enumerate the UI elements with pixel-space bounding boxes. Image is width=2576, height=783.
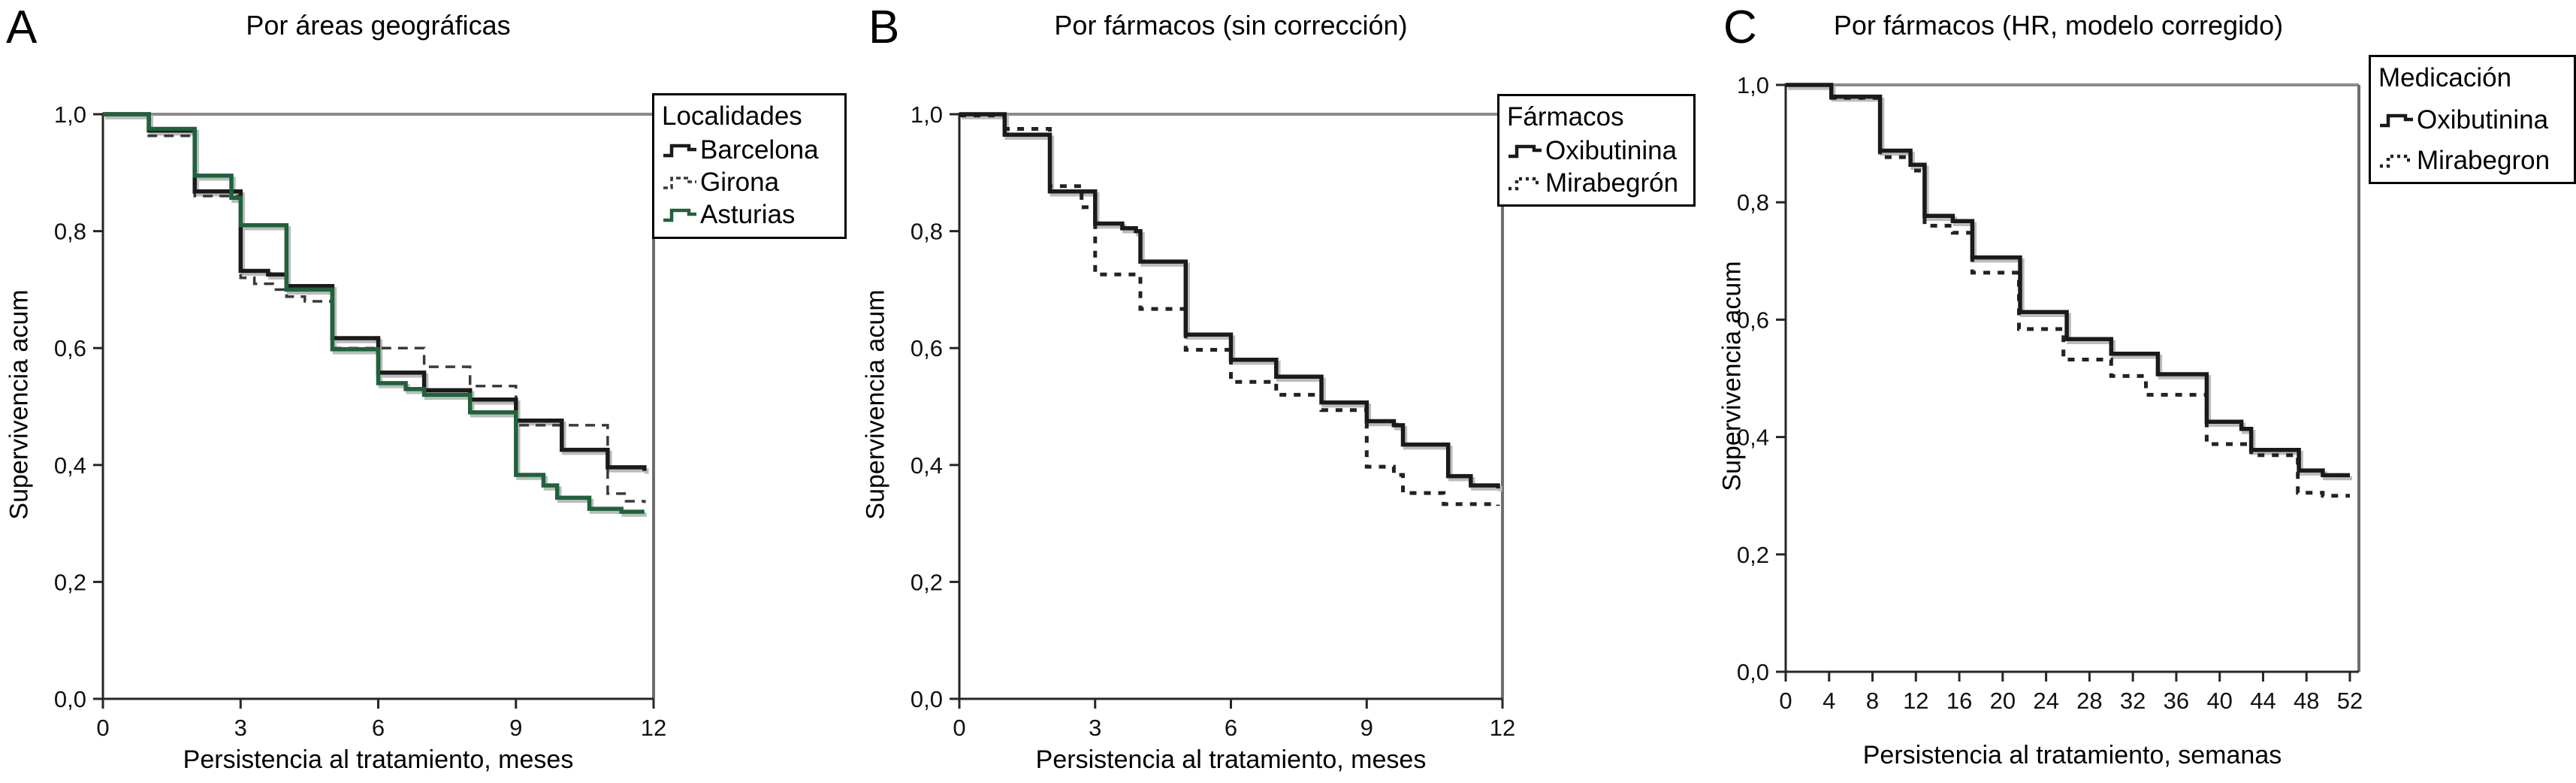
legend-item-label: Barcelona — [700, 135, 819, 165]
x-tick-label: 24 — [2033, 688, 2058, 714]
y-tick-label: 0,8 — [54, 219, 86, 245]
y-tick-label: 0,4 — [54, 452, 86, 479]
legend-localidades: Localidades Barcelona Girona Asturias — [652, 93, 847, 239]
legend-item-label: Oxibutinina — [2417, 104, 2549, 135]
x-tick-label: 28 — [2076, 688, 2102, 714]
dotted-step-line-icon — [2380, 154, 2413, 168]
legend-item-girona: Girona — [662, 168, 838, 198]
x-tick-label: 4 — [1823, 688, 1835, 714]
legend-item-mirabegron: Mirabegron — [2378, 146, 2568, 176]
panel-a-title: Por áreas geográficas — [246, 10, 511, 41]
x-tick-label: 9 — [509, 715, 522, 741]
x-tick-label: 32 — [2120, 688, 2146, 714]
x-tick-label: 3 — [1089, 715, 1101, 741]
y-tick-label: 0,0 — [54, 686, 86, 712]
x-tick-label: 0 — [953, 715, 965, 741]
x-tick-label: 0 — [1779, 688, 1792, 714]
x-tick-label: 6 — [1225, 715, 1237, 741]
y-tick-label: 0,0 — [911, 686, 943, 712]
x-tick-label: 8 — [1866, 688, 1879, 714]
y-tick-label: 1,0 — [1737, 72, 1769, 98]
y-tick-label: 0,4 — [1737, 425, 1769, 451]
legend-item-label: Girona — [700, 168, 780, 197]
y-tick-label: 0,2 — [1737, 542, 1769, 568]
series-barcelona — [103, 112, 647, 471]
y-tick-label: 0,8 — [911, 219, 943, 245]
series-asturias — [103, 112, 645, 514]
panel-a-ylabel: Supervivencia acum — [5, 289, 34, 520]
y-tick-label: 0,8 — [1737, 189, 1769, 216]
y-tick-label: 0,6 — [911, 335, 943, 361]
panel-letter-a: A — [6, 2, 38, 53]
legend-title: Fármacos — [1507, 102, 1624, 132]
x-tick-label: 48 — [2294, 688, 2319, 714]
y-tick-label: 1,0 — [911, 101, 943, 128]
legend-item-asturias: Asturias — [662, 200, 838, 230]
panel-c-xlabel: Persistencia al tratamiento, semanas — [1862, 741, 2282, 769]
x-tick-label: 44 — [2250, 688, 2276, 714]
x-tick-label: 0 — [96, 715, 109, 741]
legend-item-label: Oxibutinina — [1545, 135, 1678, 165]
legend-item-label: Mirabegrón — [1545, 168, 1679, 198]
x-tick-label: 12 — [1490, 715, 1515, 741]
x-tick-label: 36 — [2164, 688, 2189, 714]
legend-title: Medicación — [2378, 63, 2512, 92]
panel-b-title: Por fármacos (sin corrección) — [1054, 10, 1408, 41]
legend-item-mirabegron: Mirabegrón — [1507, 168, 1687, 198]
panel-a-xlabel: Persistencia al tratamiento, meses — [183, 745, 574, 774]
panel-b-xlabel: Persistencia al tratamiento, meses — [1035, 745, 1427, 774]
x-tick-label: 52 — [2337, 688, 2363, 714]
legend-item-oxibutinina: Oxibutinina — [2378, 105, 2568, 135]
legend-medicacion: Medicación Oxibutinina Mirabegron — [2369, 55, 2576, 185]
x-tick-label: 6 — [372, 715, 385, 741]
series-girona — [103, 113, 646, 503]
legend-item-label: Mirabegron — [2417, 146, 2550, 175]
legend-item-oxibutinina: Oxibutinina — [1507, 136, 1687, 166]
series-oxibutinina — [959, 112, 1500, 488]
step-line-icon — [1508, 144, 1542, 159]
legend-title: Localidades — [662, 101, 802, 131]
y-tick-label: 0,2 — [54, 569, 86, 595]
dotted-step-line-icon — [1508, 177, 1542, 191]
x-tick-label: 12 — [641, 715, 666, 741]
legend-farmacos: Fármacos Oxibutinina Mirabegrón — [1497, 94, 1696, 207]
panel-letter-c: C — [1723, 2, 1757, 53]
y-tick-label: 0,0 — [1737, 659, 1769, 685]
panel-letter-b: B — [868, 2, 900, 53]
x-tick-label: 12 — [1903, 688, 1928, 714]
legend-item-label: Asturias — [700, 200, 796, 230]
dashed-step-line-icon — [663, 177, 696, 189]
y-tick-label: 0,4 — [911, 452, 943, 479]
panel-c-ylabel: Supervivencia acum — [1717, 261, 1747, 491]
series-mirabegron — [1786, 83, 2350, 498]
y-tick-label: 0,6 — [1737, 307, 1769, 333]
step-line-icon — [2380, 113, 2413, 128]
x-tick-label: 20 — [1990, 688, 2016, 714]
y-tick-label: 1,0 — [54, 101, 86, 128]
series-oxibutinina — [1786, 83, 2350, 478]
green-step-line-icon — [663, 209, 696, 222]
x-tick-label: 40 — [2206, 688, 2232, 714]
x-tick-label: 3 — [234, 715, 247, 741]
y-tick-label: 0,6 — [54, 335, 86, 361]
y-tick-label: 0,2 — [911, 569, 943, 595]
x-tick-label: 16 — [1946, 688, 1972, 714]
panel-b-ylabel: Supervivencia acum — [861, 289, 890, 520]
x-tick-label: 9 — [1360, 715, 1373, 741]
panel-c-title: Por fármacos (HR, modelo corregido) — [1833, 10, 2284, 41]
step-line-icon — [663, 144, 696, 158]
legend-item-barcelona: Barcelona — [662, 135, 838, 165]
